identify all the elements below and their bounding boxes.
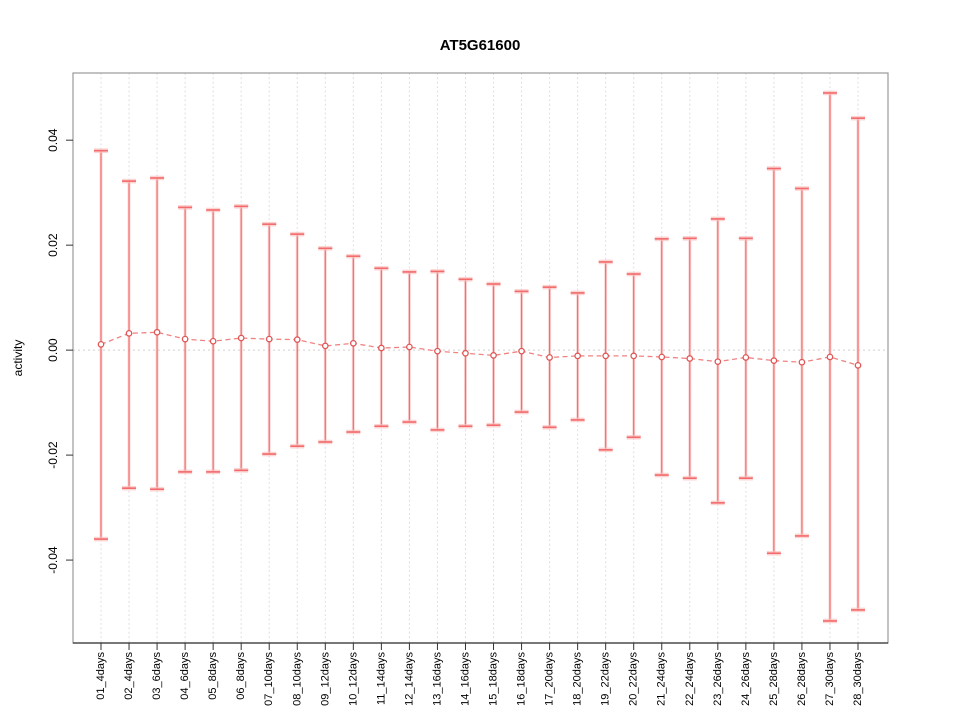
y-axis-label: activity [11, 340, 25, 377]
x-tick-label: 13_16days [431, 652, 443, 706]
x-tick-label: 11_14days [375, 652, 387, 706]
x-tick-label: 10_12days [347, 652, 359, 706]
data-point [181, 335, 189, 343]
plot-area: 01_4days 02_4days 03_6days 04_6days 05_8days… [46, 72, 889, 706]
data-point [798, 358, 806, 366]
data-point [630, 352, 638, 360]
y-tick-label: -0.04 [46, 546, 60, 574]
data-point [406, 343, 413, 351]
data-point [293, 336, 301, 343]
plot-border [72, 72, 889, 644]
data-point [434, 347, 441, 355]
data-point [125, 329, 133, 337]
data-point [686, 355, 694, 362]
x-tick-label: 27_30days [824, 652, 836, 706]
x-tick-label: 12_14days [403, 652, 415, 706]
x-tick-label: 19_22days [600, 652, 612, 706]
data-point [826, 353, 834, 361]
x-tick-label: 06_8days [235, 652, 247, 700]
x-tick-label: 08_10days [291, 652, 303, 706]
x-tick-label: 16_18days [516, 652, 528, 706]
x-tick-label: 28_30days [852, 652, 864, 706]
data-point [490, 352, 497, 359]
y-tick-label: 0.00 [46, 338, 60, 362]
data-point [714, 358, 722, 366]
y-tick-label: 0.02 [46, 233, 60, 257]
x-tick-label: 15_18days [488, 652, 500, 706]
x-tick-label: 02_4days [123, 652, 135, 700]
data-point [321, 342, 329, 350]
data-point [265, 335, 273, 343]
data-point [237, 334, 245, 342]
x-tick-label: 09_12days [319, 652, 331, 706]
x-tick-label: 03_6days [151, 652, 163, 700]
x-tick-label: 21_24days [656, 652, 668, 706]
data-point [770, 357, 778, 364]
data-point [574, 352, 581, 360]
data-point [658, 353, 666, 361]
data-point [153, 328, 161, 336]
x-tick-label: 14_16days [459, 652, 471, 706]
y-tick-label: -0.02 [46, 441, 60, 469]
x-tick-label: 22_24days [684, 652, 696, 706]
data-point [378, 344, 385, 352]
data-point [518, 347, 525, 355]
data-point [602, 352, 610, 360]
x-tick-label: 26_28days [796, 652, 808, 706]
x-tick-label: 01_4days [95, 652, 107, 700]
data-point [546, 354, 553, 361]
x-tick-label: 23_26days [712, 652, 724, 706]
data-point [742, 354, 750, 361]
data-point [854, 361, 862, 369]
x-tick-label: 05_8days [207, 652, 219, 700]
x-tick-label: 25_28days [768, 652, 780, 706]
chart-title: AT5G61600 [440, 37, 521, 54]
data-point [97, 341, 105, 348]
x-tick-label: 24_26days [740, 652, 752, 706]
x-tick-label: 04_6days [179, 652, 191, 700]
data-point [209, 337, 217, 345]
x-tick-label: 20_22days [628, 652, 640, 706]
x-tick-label: 17_20days [544, 652, 556, 706]
x-tick-label: 07_10days [263, 652, 275, 706]
y-tick-label: 0.04 [46, 128, 60, 152]
data-point [462, 349, 469, 357]
data-point [349, 339, 357, 347]
series-line [100, 331, 859, 366]
x-tick-label: 18_20days [572, 652, 584, 706]
